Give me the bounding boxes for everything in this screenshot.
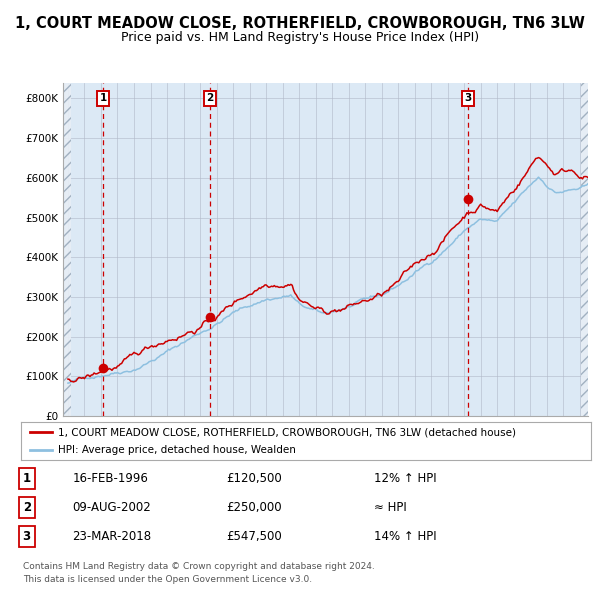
Text: 2: 2 [23, 501, 31, 514]
Text: Price paid vs. HM Land Registry's House Price Index (HPI): Price paid vs. HM Land Registry's House … [121, 31, 479, 44]
Text: Contains HM Land Registry data © Crown copyright and database right 2024.: Contains HM Land Registry data © Crown c… [23, 562, 374, 571]
Text: 09-AUG-2002: 09-AUG-2002 [73, 501, 151, 514]
Bar [63, 78, 71, 416]
Text: 14% ↑ HPI: 14% ↑ HPI [374, 530, 437, 543]
Text: ≈ HPI: ≈ HPI [374, 501, 407, 514]
Bar [581, 78, 590, 416]
Text: 1, COURT MEADOW CLOSE, ROTHERFIELD, CROWBOROUGH, TN6 3LW (detached house): 1, COURT MEADOW CLOSE, ROTHERFIELD, CROW… [58, 427, 516, 437]
Text: £120,500: £120,500 [226, 471, 282, 485]
Text: 1, COURT MEADOW CLOSE, ROTHERFIELD, CROWBOROUGH, TN6 3LW: 1, COURT MEADOW CLOSE, ROTHERFIELD, CROW… [15, 16, 585, 31]
Text: 3: 3 [464, 93, 472, 103]
Text: £250,000: £250,000 [226, 501, 282, 514]
Text: 23-MAR-2018: 23-MAR-2018 [73, 530, 151, 543]
Text: 12% ↑ HPI: 12% ↑ HPI [374, 471, 437, 485]
Text: 3: 3 [23, 530, 31, 543]
Text: £547,500: £547,500 [226, 530, 282, 543]
Text: HPI: Average price, detached house, Wealden: HPI: Average price, detached house, Weal… [58, 445, 296, 455]
Text: 16-FEB-1996: 16-FEB-1996 [73, 471, 148, 485]
Text: This data is licensed under the Open Government Licence v3.0.: This data is licensed under the Open Gov… [23, 575, 312, 584]
Text: 1: 1 [23, 471, 31, 485]
Text: 2: 2 [206, 93, 214, 103]
Text: 1: 1 [100, 93, 107, 103]
